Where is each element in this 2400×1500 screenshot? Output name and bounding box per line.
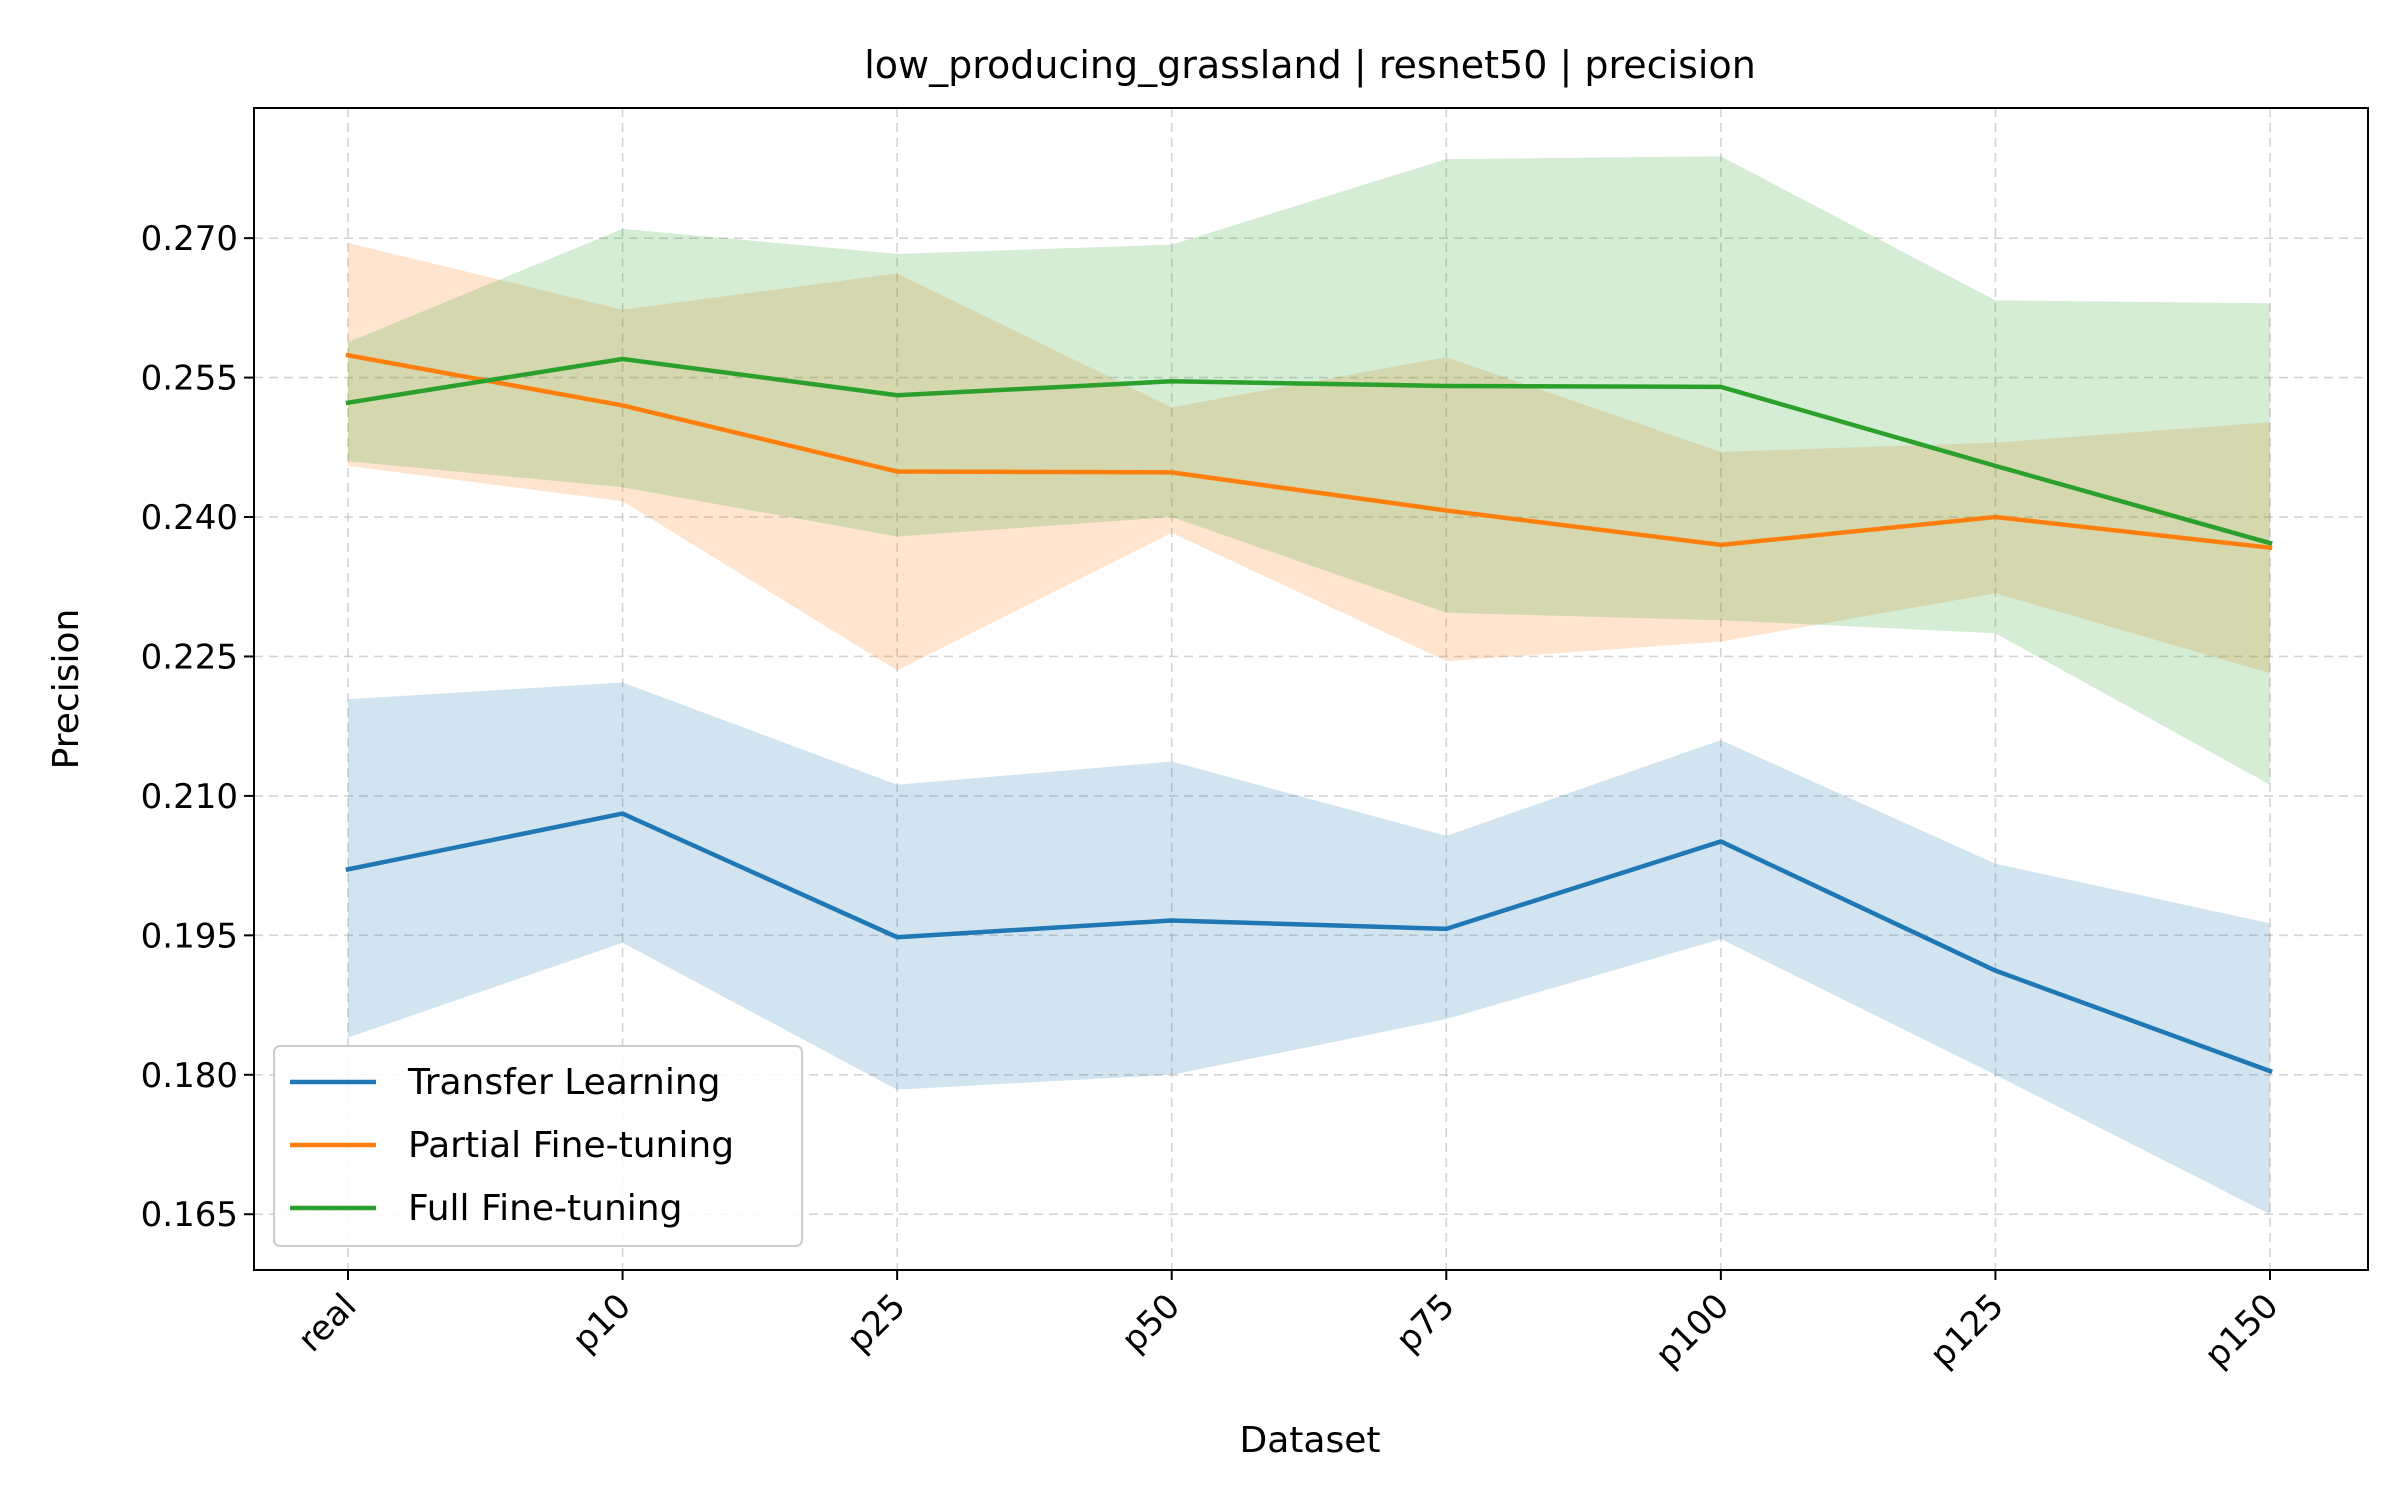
series-line [345, 356, 2273, 546]
confidence-band [348, 682, 2270, 1215]
series-line [345, 811, 2273, 1074]
y-tick-label: 0.195 [141, 916, 238, 956]
confidence-bands [348, 156, 2270, 1215]
legend: Transfer Learning Partial Fine-tuning Full… [273, 1045, 803, 1247]
x-axis-label: Dataset [1240, 1420, 1381, 1461]
series-line [345, 352, 2273, 551]
y-tick-label: 0.165 [141, 1195, 238, 1235]
y-axis: 0.165 0.180 0.195 0.210 0.225 0.240 0.255 0.270 [141, 219, 254, 1235]
chart-title: low_producing_grassland | resnet50 | pre… [864, 43, 1756, 88]
series-lines [345, 352, 2273, 1074]
y-tick-label: 0.255 [141, 359, 238, 399]
y-tick-label: 0.270 [141, 219, 238, 259]
y-tick-label: 0.225 [141, 637, 238, 677]
y-tick-label: 0.210 [141, 777, 238, 817]
legend-label: Partial Fine-tuning [408, 1125, 734, 1166]
confidence-band [348, 156, 2270, 785]
legend-box [273, 1045, 803, 1247]
legend-label: Full Fine-tuning [408, 1188, 682, 1229]
legend-label: Transfer Learning [407, 1062, 721, 1103]
y-tick-label: 0.180 [141, 1056, 238, 1096]
y-tick-label: 0.240 [141, 498, 238, 538]
y-axis-label: Precision [46, 609, 87, 770]
confidence-band [348, 242, 2270, 674]
plot-frame [253, 107, 2369, 1271]
